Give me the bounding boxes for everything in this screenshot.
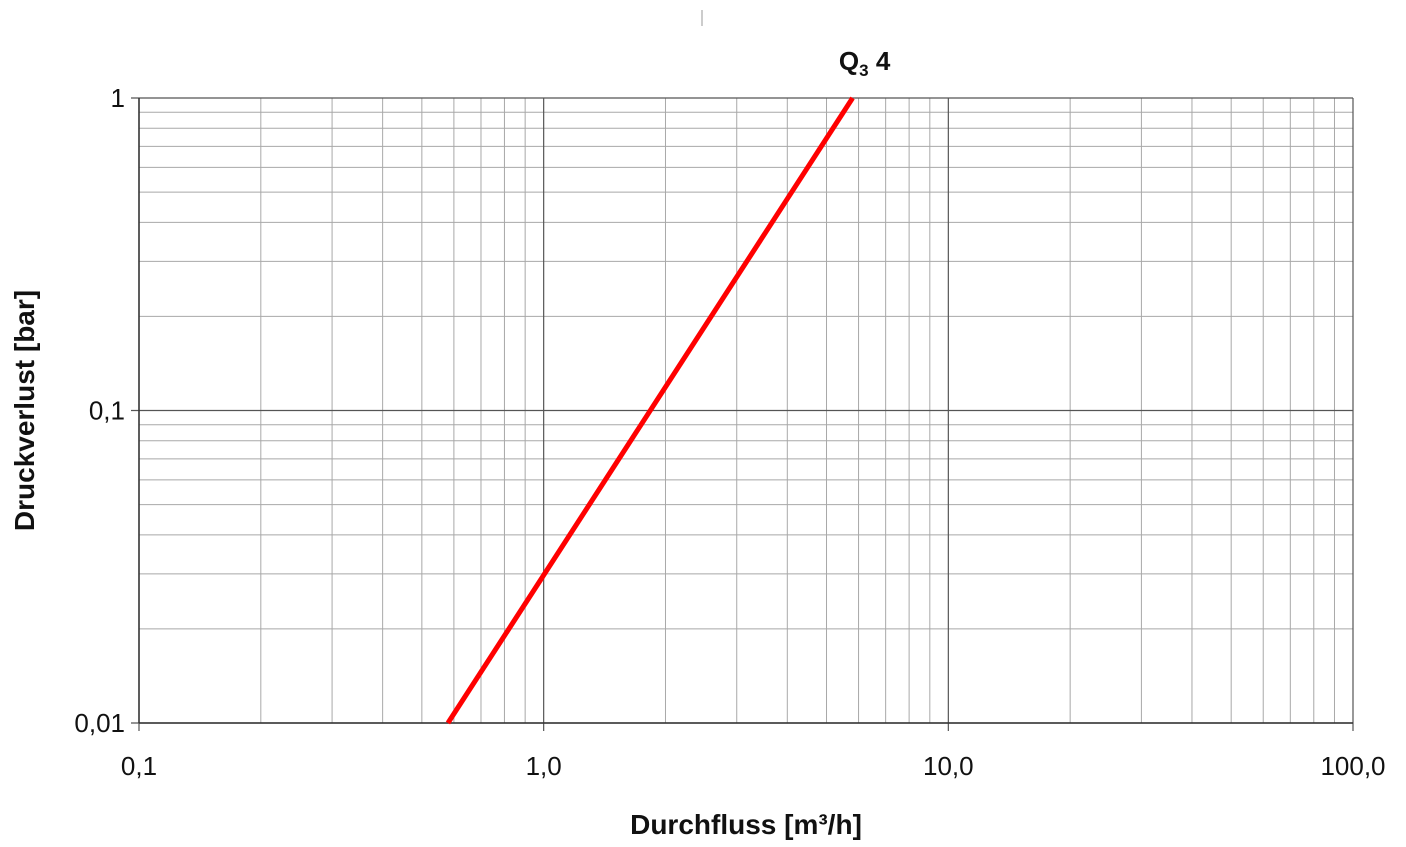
x-tick-label: 0,1 bbox=[121, 751, 157, 781]
series-line bbox=[445, 96, 855, 725]
x-axis-title: Durchfluss [m³/h] bbox=[630, 809, 862, 840]
y-tick-labels: 0,01 0,1 1 bbox=[74, 83, 125, 738]
y-tick-label: 0,1 bbox=[89, 396, 125, 426]
x-tick-label: 100,0 bbox=[1320, 751, 1385, 781]
x-tick-label: 1,0 bbox=[526, 751, 562, 781]
y-tick-label: 1 bbox=[111, 83, 125, 113]
y-axis-title: Druckverlust [bar] bbox=[9, 290, 40, 531]
axes bbox=[138, 10, 1353, 724]
series-label: Q3 4 bbox=[839, 46, 891, 80]
x-tick-labels: 0,1 1,0 10,0 100,0 bbox=[121, 751, 1386, 781]
y-tick-label: 0,01 bbox=[74, 708, 125, 738]
series-layer: Q3 4 bbox=[445, 46, 891, 725]
x-tick-label: 10,0 bbox=[923, 751, 974, 781]
